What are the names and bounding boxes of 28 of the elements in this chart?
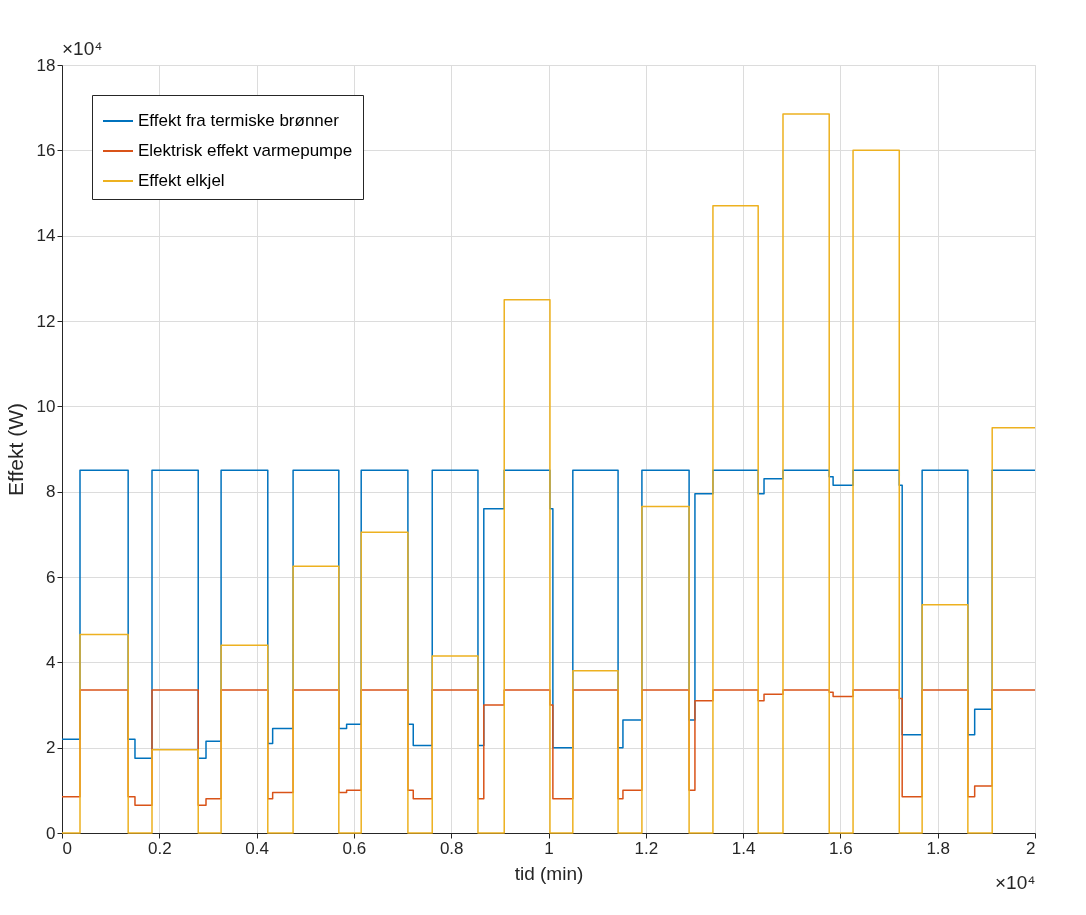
x-tick-label: 0.8 bbox=[439, 838, 464, 858]
text: ×10⁴ bbox=[995, 872, 1036, 893]
x-tick-label: 0.6 bbox=[342, 838, 367, 858]
y-axis-title: Effekt (W) bbox=[3, 403, 27, 496]
x-tick-label: 1.6 bbox=[829, 838, 853, 858]
x-tick-label: 1.2 bbox=[634, 838, 659, 858]
y-tick-label: 6 bbox=[46, 567, 56, 587]
x-tick-label: 0.2 bbox=[147, 838, 172, 858]
y-tick-label: 2 bbox=[46, 738, 56, 758]
x-axis-title: tid (min) bbox=[514, 862, 584, 884]
y-tick-label: 16 bbox=[36, 140, 56, 160]
y-tick-label: 10 bbox=[36, 396, 56, 416]
legend-label: Effekt fra termiske brønner bbox=[138, 111, 340, 130]
x-tick-label: 0 bbox=[62, 838, 72, 858]
x-tick-label: 2 bbox=[1026, 838, 1036, 858]
text: ×10⁴ bbox=[62, 38, 103, 59]
y-tick-label: 0 bbox=[46, 823, 56, 843]
y-tick-label: 4 bbox=[46, 652, 56, 672]
y-tick-label: 14 bbox=[36, 226, 56, 246]
y-tick-label: 8 bbox=[46, 482, 56, 502]
x-tick-label: 1.8 bbox=[926, 838, 951, 858]
legend-label: Effekt elkjel bbox=[138, 171, 225, 190]
y-tick-label: 12 bbox=[36, 311, 56, 331]
x-tick-label: 1 bbox=[544, 838, 554, 858]
x-tick-label: 1.4 bbox=[731, 838, 756, 858]
legend-label: Elektrisk effekt varmepumpe bbox=[138, 141, 353, 160]
y-tick-label: 18 bbox=[36, 55, 56, 75]
x-tick-label: 0.4 bbox=[245, 838, 269, 858]
